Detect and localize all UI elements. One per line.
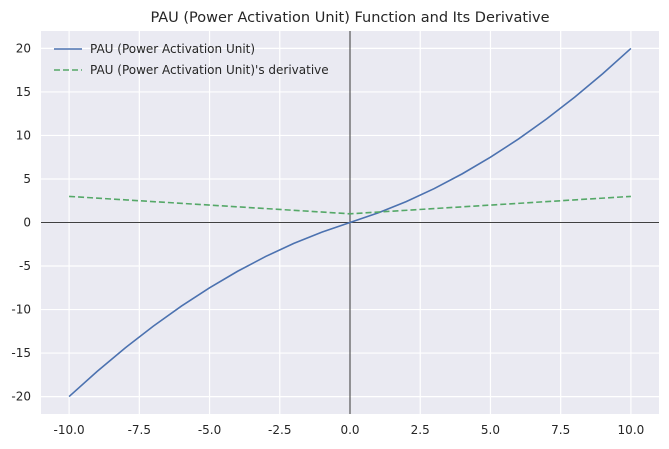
x-tick-label-10: 10.0: [618, 423, 645, 437]
y-tick-label-0: 0: [23, 216, 31, 230]
x-tick-label-neg5: -5.0: [198, 423, 221, 437]
x-tick-label-2p5: 2.5: [411, 423, 430, 437]
chart-title: PAU (Power Activation Unit) Function and…: [150, 10, 549, 26]
x-tick-label-neg10: -10.0: [54, 423, 85, 437]
x-tick-label-5: 5.0: [481, 423, 500, 437]
legend-label-pau: PAU (Power Activation Unit): [90, 42, 255, 56]
series-line-pau: [68, 47, 632, 398]
series-layer: [68, 47, 632, 398]
y-tick-label-20: 20: [16, 41, 31, 55]
x-tick-label-neg7p5: -7.5: [128, 423, 151, 437]
y-tick-label-neg20: -20: [11, 390, 31, 404]
y-tick-label-5: 5: [23, 172, 31, 186]
x-tick-label-0: 0.0: [340, 423, 359, 437]
y-tick-label-neg15: -15: [11, 346, 31, 360]
y-tick-label-neg5: -5: [19, 259, 31, 273]
y-tick-label-neg10: -10: [11, 303, 31, 317]
y-tick-label-10: 10: [16, 128, 31, 142]
x-tick-label-7p5: 7.5: [551, 423, 570, 437]
y-tick-labels: 20 15 10 5 0 -5 -10 -15 -20: [11, 41, 31, 403]
x-tick-label-neg2p5: -2.5: [268, 423, 291, 437]
legend: PAU (Power Activation Unit) PAU (Power A…: [54, 42, 329, 77]
legend-label-pau-derivative: PAU (Power Activation Unit)'s derivative: [90, 63, 329, 77]
series-line-pau-derivative: [69, 195, 631, 215]
x-tick-labels: -10.0 -7.5 -5.0 -2.5 0.0 2.5 5.0 7.5 10.0: [54, 423, 645, 437]
y-tick-label-15: 15: [16, 85, 31, 99]
